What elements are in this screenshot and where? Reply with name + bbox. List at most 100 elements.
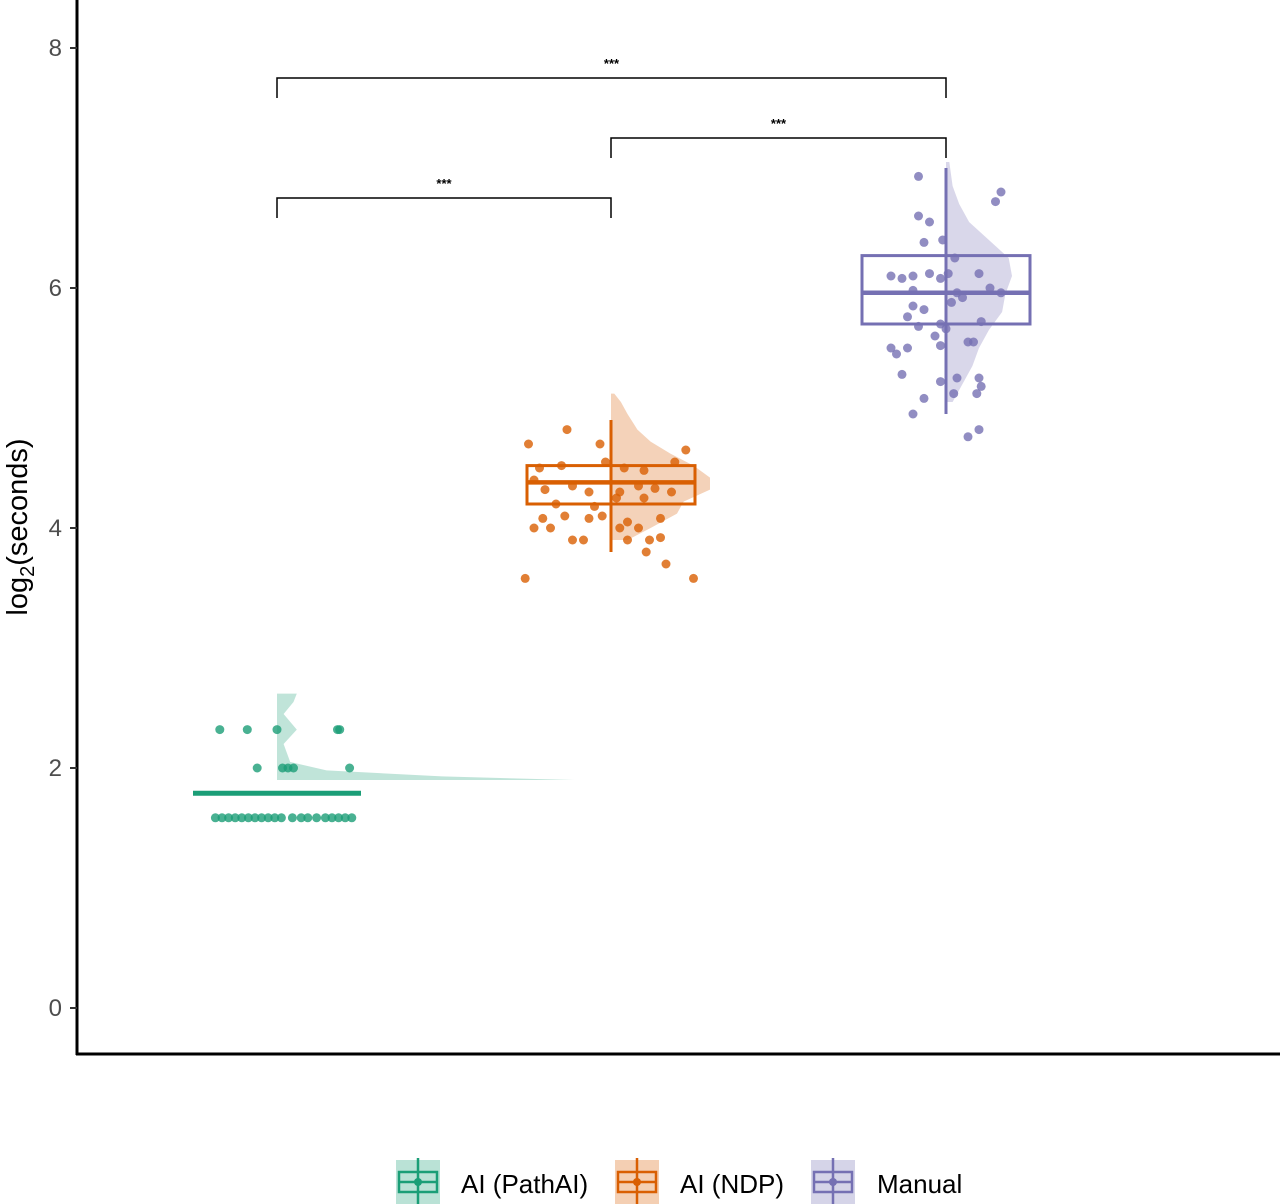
data-point bbox=[303, 813, 313, 823]
data-point bbox=[936, 377, 945, 387]
data-point bbox=[529, 523, 539, 533]
data-point bbox=[520, 573, 530, 583]
data-point bbox=[919, 393, 929, 403]
data-point bbox=[681, 445, 691, 455]
significance-bracket bbox=[610, 137, 947, 158]
data-point bbox=[908, 409, 918, 419]
data-point bbox=[947, 297, 956, 307]
data-point bbox=[886, 271, 896, 281]
y-tick-label: 2 bbox=[49, 755, 62, 782]
data-point bbox=[641, 547, 651, 557]
data-point bbox=[963, 432, 973, 442]
data-point bbox=[985, 283, 995, 293]
data-point bbox=[296, 813, 306, 823]
data-point bbox=[914, 171, 923, 181]
data-point bbox=[667, 487, 676, 497]
data-point bbox=[656, 533, 665, 543]
data-point bbox=[919, 237, 929, 247]
data-point bbox=[919, 305, 929, 315]
group-manual bbox=[860, 162, 1032, 442]
data-point bbox=[327, 813, 337, 823]
data-point bbox=[546, 523, 555, 533]
data-point bbox=[623, 535, 632, 545]
data-point bbox=[645, 535, 654, 545]
data-point bbox=[974, 269, 984, 279]
data-point bbox=[612, 493, 621, 503]
data-point bbox=[976, 381, 986, 391]
y-tick-label: 0 bbox=[49, 995, 62, 1022]
data-point bbox=[289, 763, 298, 773]
box-rect bbox=[860, 254, 1032, 326]
density-cloud bbox=[946, 162, 1012, 402]
data-point bbox=[215, 725, 225, 735]
data-point bbox=[568, 535, 577, 545]
data-point bbox=[276, 813, 286, 823]
y-tick-label: 8 bbox=[49, 35, 62, 62]
data-point bbox=[252, 763, 262, 773]
data-point bbox=[892, 349, 901, 359]
data-point bbox=[903, 343, 912, 353]
data-point bbox=[634, 523, 643, 533]
data-point bbox=[257, 813, 267, 823]
y-tick-label: 6 bbox=[49, 275, 62, 302]
data-point bbox=[250, 813, 260, 823]
legend-item: AI (PathAI) bbox=[396, 1158, 588, 1204]
data-point bbox=[597, 511, 607, 521]
data-point bbox=[897, 273, 907, 283]
legend: AI (PathAI) AI (NDP) Manual bbox=[396, 1158, 962, 1204]
significance-label: *** bbox=[771, 116, 787, 131]
data-point bbox=[224, 813, 234, 823]
data-point bbox=[272, 725, 282, 735]
data-point bbox=[340, 813, 350, 823]
legend-key-point bbox=[829, 1178, 837, 1186]
data-point bbox=[263, 813, 273, 823]
data-point bbox=[335, 725, 345, 735]
significance-label: *** bbox=[604, 56, 620, 71]
legend-key-point bbox=[633, 1178, 641, 1186]
data-point bbox=[615, 523, 625, 533]
group-ai-ndp bbox=[520, 393, 710, 583]
data-point bbox=[243, 813, 253, 823]
data-point bbox=[925, 269, 934, 279]
significance-label: *** bbox=[436, 176, 452, 191]
density-cloud bbox=[277, 693, 574, 780]
data-point bbox=[584, 487, 594, 497]
data-point bbox=[908, 301, 918, 311]
data-point bbox=[334, 813, 344, 823]
data-point bbox=[287, 813, 297, 823]
y-axis-title: log2(seconds) bbox=[2, 438, 39, 615]
legend-item: AI (NDP) bbox=[615, 1158, 784, 1204]
y-ticks: 0 2 4 6 8 bbox=[49, 35, 77, 1022]
data-point bbox=[974, 373, 984, 383]
data-point bbox=[972, 389, 982, 399]
data-point bbox=[623, 517, 632, 527]
data-point bbox=[584, 513, 594, 523]
data-point bbox=[639, 493, 649, 503]
data-point bbox=[936, 341, 945, 351]
box-rect bbox=[525, 464, 697, 506]
data-point bbox=[540, 485, 550, 495]
data-point bbox=[952, 373, 962, 383]
data-point bbox=[936, 273, 945, 283]
data-point bbox=[903, 312, 912, 322]
groups bbox=[193, 162, 1032, 823]
data-point bbox=[595, 439, 605, 449]
data-point bbox=[897, 369, 907, 379]
data-point bbox=[949, 389, 959, 399]
data-point bbox=[524, 439, 533, 449]
data-point bbox=[210, 813, 220, 823]
group-ai-pathai bbox=[193, 693, 574, 823]
legend-label: Manual bbox=[877, 1169, 962, 1199]
data-point bbox=[237, 813, 247, 823]
data-point bbox=[345, 763, 355, 773]
data-point bbox=[930, 331, 940, 341]
data-point bbox=[639, 465, 649, 475]
significance-bracket bbox=[276, 77, 947, 98]
data-point bbox=[347, 813, 357, 823]
legend-label: AI (NDP) bbox=[680, 1169, 784, 1199]
significance-brackets: *** *** *** bbox=[276, 56, 947, 218]
data-point bbox=[242, 725, 252, 735]
data-point bbox=[908, 271, 918, 281]
legend-key-point bbox=[414, 1178, 422, 1186]
legend-item: Manual bbox=[811, 1158, 962, 1204]
